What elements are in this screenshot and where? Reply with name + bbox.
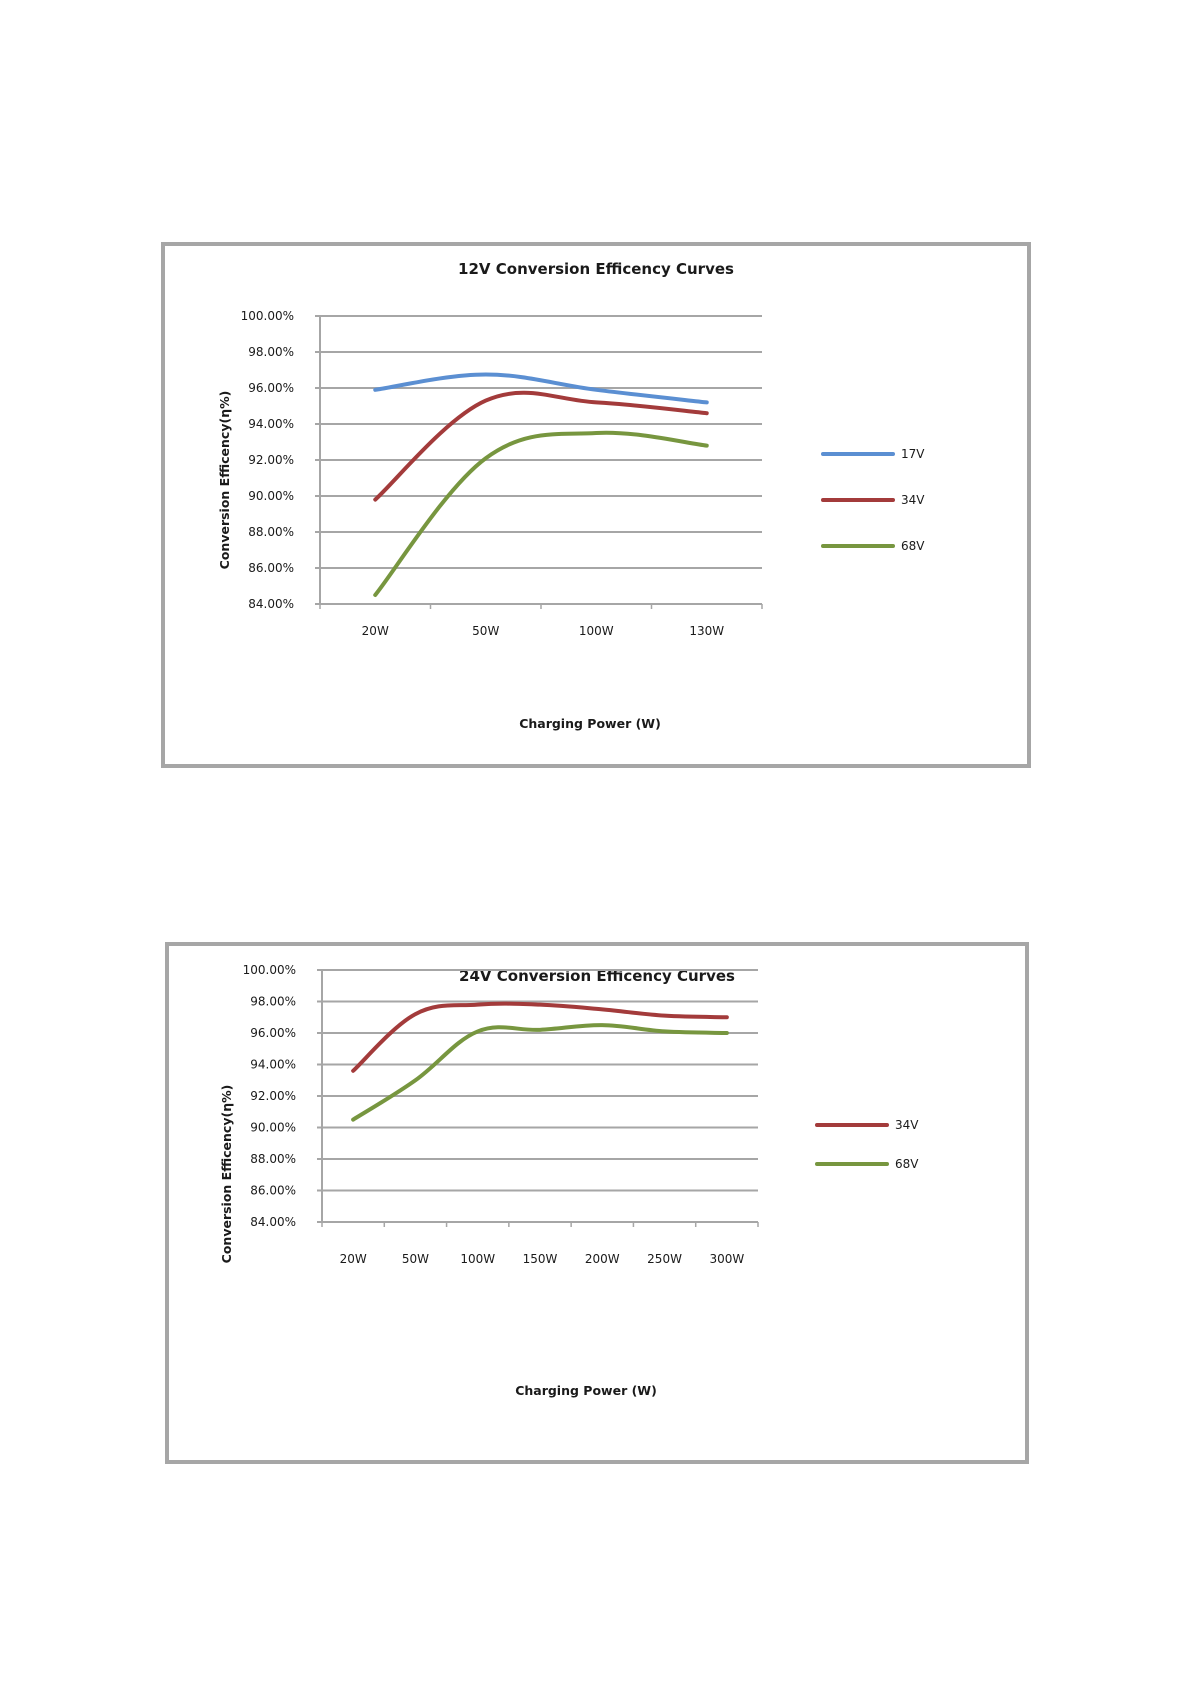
x-axis-label: Charging Power (W) [515,1383,657,1398]
x-tick-label: 100W [579,624,614,638]
chart-24v-canvas: 24V Conversion Efficency Curves 84.00% 86… [219,963,919,1398]
y-tick-label: 100.00% [243,963,296,977]
y-tick-label: 88.00% [250,1152,296,1166]
chart-title: 24V Conversion Efficency Curves [459,967,735,985]
series-line-68V [351,1023,729,1122]
y-tick-label: 96.00% [250,1026,296,1040]
y-axis-label: Conversion Efficency(η%) [219,1085,234,1264]
series-line-17V [373,372,709,405]
legend-label-34V: 34V [901,493,925,507]
legend-label-17V: 17V [901,447,925,461]
x-tick-label: 300W [709,1252,744,1266]
x-tick-label: 250W [647,1252,682,1266]
x-tick-label: 150W [523,1252,558,1266]
y-tick-label: 90.00% [248,489,294,503]
x-tick-label: 20W [340,1252,367,1266]
y-tick-label: 86.00% [250,1184,296,1198]
y-tick-label: 94.00% [250,1058,296,1072]
x-tick-label: 130W [689,624,724,638]
y-tick-label: 84.00% [248,597,294,611]
y-tick-label: 92.00% [248,453,294,467]
chart-title: 12V Conversion Efficency Curves [458,260,734,278]
series-line-34V [351,1001,729,1073]
x-axis-label: Charging Power (W) [519,716,661,731]
x-tick-label: 50W [402,1252,429,1266]
x-tick-label: 20W [362,624,389,638]
y-tick-label: 86.00% [248,561,294,575]
chart-24v: 24V Conversion Efficency Curves 84.00% 86… [165,942,1029,1464]
chart-12v: 12V Conversion Efficency Curves 84.00% 86… [161,242,1031,768]
legend-label-34V: 34V [895,1118,919,1132]
y-tick-label: 84.00% [250,1215,296,1229]
chart-12v-canvas: 12V Conversion Efficency Curves 84.00% 86… [217,260,925,731]
x-tick-label: 50W [472,624,499,638]
x-tick-label: 200W [585,1252,620,1266]
legend-label-68V: 68V [901,539,925,553]
legend-label-68V: 68V [895,1157,919,1171]
x-tick-label: 100W [460,1252,495,1266]
series-line-68V [373,430,709,597]
series-line-34V [373,390,709,502]
y-tick-label: 96.00% [248,381,294,395]
y-tick-label: 92.00% [250,1089,296,1103]
y-tick-label: 100.00% [241,309,294,323]
y-tick-label: 98.00% [250,995,296,1009]
y-tick-label: 98.00% [248,345,294,359]
y-tick-label: 88.00% [248,525,294,539]
y-tick-label: 90.00% [250,1121,296,1135]
y-tick-label: 94.00% [248,417,294,431]
y-axis-label: Conversion Efficency(η%) [217,391,232,570]
